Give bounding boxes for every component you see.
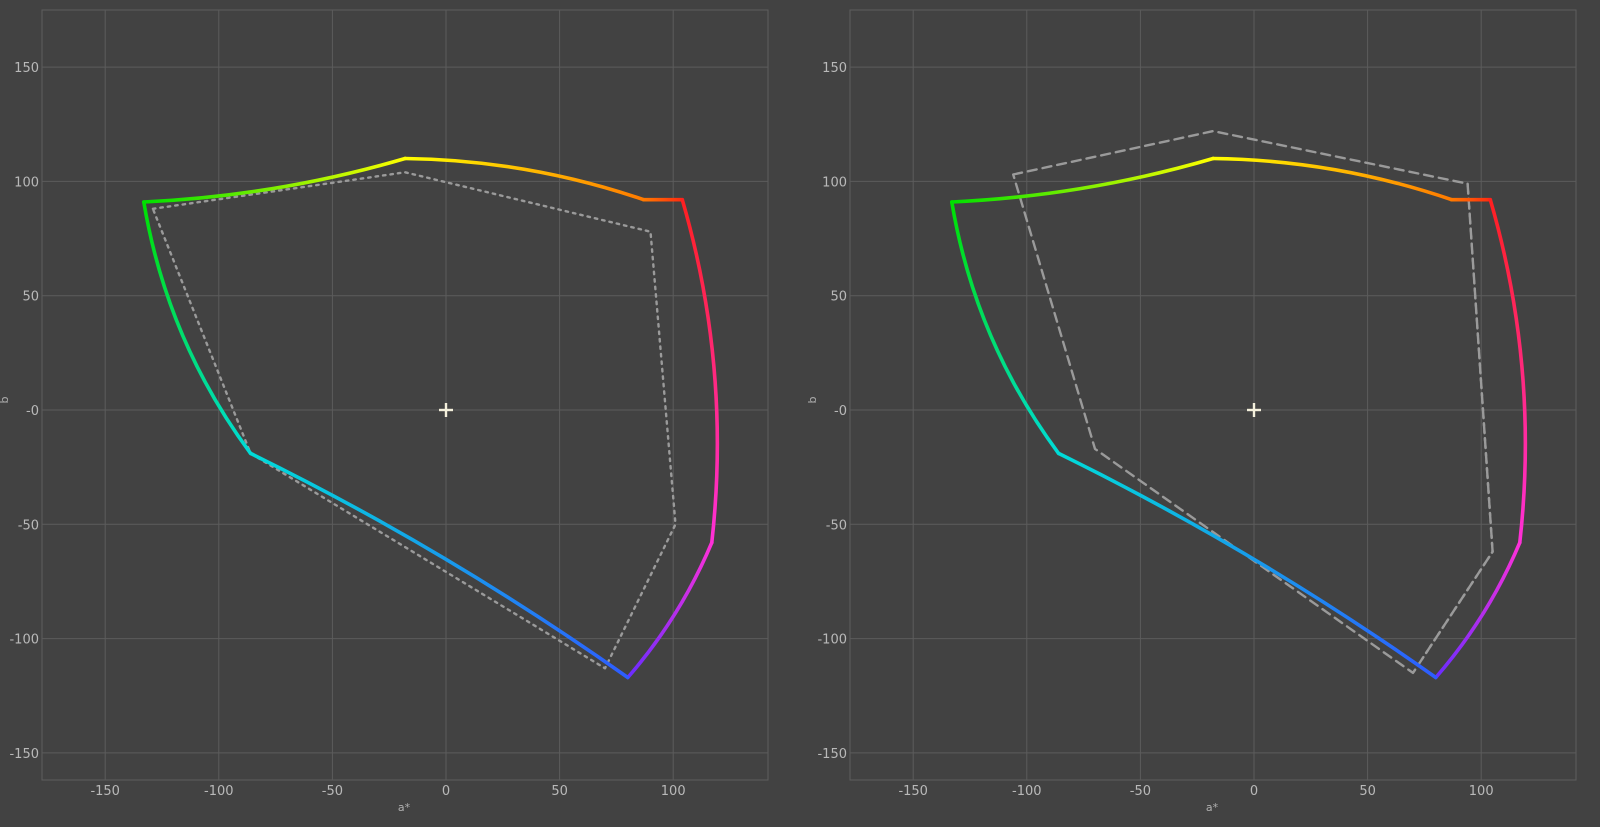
- y-tick-label: 100: [14, 175, 39, 190]
- y-tick-label: 100: [822, 175, 847, 190]
- gamut-edge: [142, 156, 407, 204]
- y-tick-label: 150: [822, 61, 847, 76]
- gamut-edge: [1211, 156, 1454, 202]
- x-tick-label: -150: [90, 784, 120, 799]
- y-tick-label: -150: [817, 747, 847, 762]
- reference-gamut-dotted: [1411, 182, 1494, 675]
- x-tick-label: 50: [551, 784, 568, 799]
- x-tick-label: 100: [661, 784, 686, 799]
- gamut-edge: [950, 200, 1061, 456]
- x-tick-label: 0: [1250, 784, 1258, 799]
- y-tick-label: 50: [830, 290, 847, 305]
- gamut-edge: [1056, 451, 1438, 680]
- y-tick-label: -100: [9, 633, 39, 648]
- y-tick-label: -150: [9, 747, 39, 762]
- gamut-plot-right: -150 -100 -50 0 50 100 150 100 50 -0 -50 -100 -150 a*…: [806, 9, 1577, 814]
- gamut-edge: [403, 156, 646, 202]
- gamut-plot-left: -150 -100 -50 0 50 100 150 100 50 -0 -50 -100 -150 a*…: [0, 9, 769, 814]
- x-tick-label: -100: [204, 784, 234, 799]
- gamut-edge: [1488, 197, 1528, 545]
- y-tick-label: -50: [18, 518, 39, 533]
- x-tick-label: -50: [1130, 784, 1151, 799]
- gamut-edge: [142, 200, 253, 456]
- x-axis-label: a*: [398, 801, 411, 814]
- x-tick-label: -50: [322, 784, 343, 799]
- x-tick-label: 0: [442, 784, 450, 799]
- x-tick-label: 100: [1469, 784, 1494, 799]
- x-tick-label: 50: [1359, 784, 1376, 799]
- y-tick-label: 50: [22, 290, 39, 305]
- white-point-marker: [439, 403, 453, 417]
- x-tick-label: -100: [1012, 784, 1042, 799]
- gamut-edge: [1434, 540, 1522, 680]
- y-tick-label: -0: [834, 404, 847, 419]
- white-point-marker: [1247, 403, 1261, 417]
- gamut-edge: [626, 540, 714, 680]
- y-tick-label: -100: [817, 633, 847, 648]
- y-tick-label: -0: [26, 404, 39, 419]
- y-axis-label: b: [806, 396, 819, 403]
- gamut-edge: [950, 156, 1215, 204]
- plot-area: [41, 9, 769, 781]
- y-tick-label: 150: [14, 61, 39, 76]
- x-axis-label: a*: [1206, 801, 1219, 814]
- y-axis-label: b: [0, 396, 11, 403]
- gamut-edge: [680, 197, 720, 545]
- plot-area: [849, 9, 1577, 781]
- y-tick-label: -50: [826, 518, 847, 533]
- x-tick-label: -150: [898, 784, 928, 799]
- gamut-edge: [248, 451, 630, 680]
